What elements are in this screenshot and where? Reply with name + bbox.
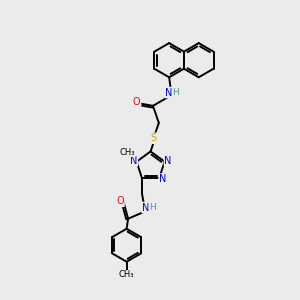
Text: CH₃: CH₃ (119, 271, 134, 280)
Text: S: S (151, 133, 157, 143)
Text: N: N (159, 174, 166, 184)
Text: N: N (166, 88, 173, 98)
Text: H: H (149, 203, 156, 212)
Text: N: N (164, 156, 172, 166)
Text: O: O (116, 196, 124, 206)
Text: N: N (130, 156, 137, 166)
Text: CH₃: CH₃ (119, 148, 135, 157)
Text: H: H (172, 88, 179, 97)
Text: N: N (142, 202, 149, 212)
Text: O: O (133, 97, 141, 107)
